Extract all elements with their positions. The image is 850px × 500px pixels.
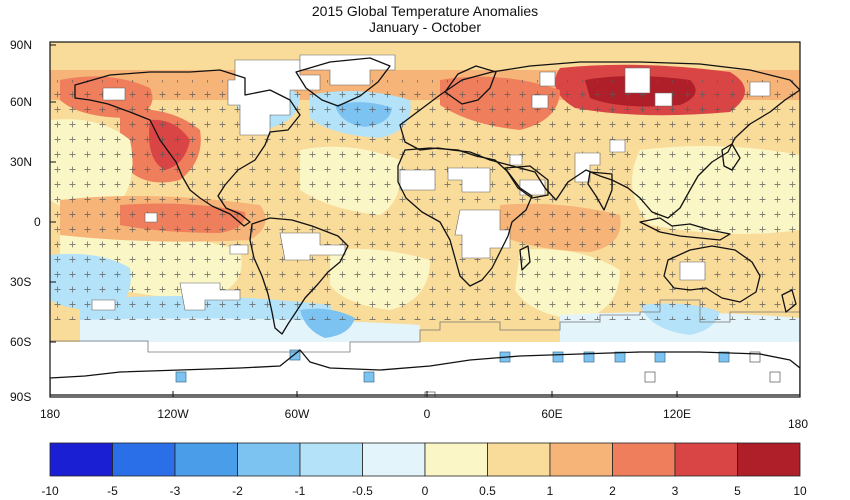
colorbar-label: 5 (734, 484, 741, 498)
colorbar-swatch (49, 442, 113, 477)
missing-data-boxes (91, 54, 771, 311)
colorbar-label: 10 (793, 484, 807, 498)
colorbar-swatch (674, 442, 738, 477)
colorbar-swatch (487, 442, 551, 477)
colorbar-swatch (612, 442, 676, 477)
colorbar-label: -1 (295, 484, 306, 498)
colorbar-swatch (362, 442, 426, 477)
south-america-outline (249, 217, 349, 335)
lat-label-30n: 30N (10, 155, 32, 169)
australia-outline (663, 245, 761, 303)
data-coverage-edge (50, 299, 800, 353)
lon-label-180e: 180 (788, 417, 808, 431)
colorbar-label: 2 (609, 484, 616, 498)
colorbar-swatch (549, 442, 613, 477)
colorbar-label: -2 (232, 484, 243, 498)
eurasia-outline (399, 61, 800, 219)
colorbar-swatch (299, 442, 363, 477)
lon-label-60w: 60W (285, 407, 310, 421)
scandinavia-outline (444, 65, 497, 105)
lon-label-60e: 60E (541, 407, 562, 421)
lat-label-equator: 0 (34, 215, 41, 229)
antarctica-outline (50, 349, 800, 396)
north-america-outline (74, 69, 301, 227)
lon-label-120e: 120E (663, 407, 691, 421)
lat-label-90n: 90N (10, 38, 32, 52)
lat-label-90s: 90S (10, 390, 31, 404)
axis-ticks (50, 44, 678, 398)
africa-outline (397, 147, 533, 287)
colorbar-label: -5 (107, 484, 118, 498)
colorbar-swatch (237, 442, 301, 477)
colorbar-label: 3 (672, 484, 679, 498)
colorbar-swatch (737, 442, 801, 477)
colorbar-label: -10 (41, 484, 59, 498)
colorbar-label: -3 (170, 484, 181, 498)
greenland-outline (295, 57, 391, 107)
lat-label-60s: 60S (10, 335, 31, 349)
map-field (50, 42, 800, 397)
arabia-outline (504, 165, 549, 199)
colorbar-swatch (112, 442, 176, 477)
lon-label-120w: 120W (157, 407, 189, 421)
lat-label-30s: 30S (10, 275, 31, 289)
colorbar-label: 0 (422, 484, 429, 498)
lon-label-0: 0 (424, 407, 431, 421)
colorbar-label: 1 (547, 484, 554, 498)
japan-outline (721, 143, 741, 171)
continent-outlines (50, 57, 800, 396)
colorbar-label: -0.5 (352, 484, 373, 498)
map-title: 2015 Global Temperature Anomalies (311, 3, 539, 19)
antarctic-outline-boxes (424, 351, 781, 397)
madagascar-outline (519, 245, 531, 271)
colorbar-swatch (424, 442, 488, 477)
significance-stipple (50, 80, 800, 320)
lat-label-60n: 60N (10, 95, 32, 109)
indonesia-outline (639, 217, 731, 241)
colorbar-label: 0.5 (479, 484, 496, 498)
colorbar: -10 -5 -3 -2 -1 -0.5 0 0.5 1 2 3 5 10 (41, 442, 807, 498)
map-subtitle: January - October (368, 19, 482, 35)
colorbar-swatch (174, 442, 238, 477)
india-outline (587, 171, 613, 211)
new-zealand-outline (781, 289, 797, 313)
map-frame (49, 41, 801, 398)
lon-label-180w: 180 (40, 407, 60, 421)
